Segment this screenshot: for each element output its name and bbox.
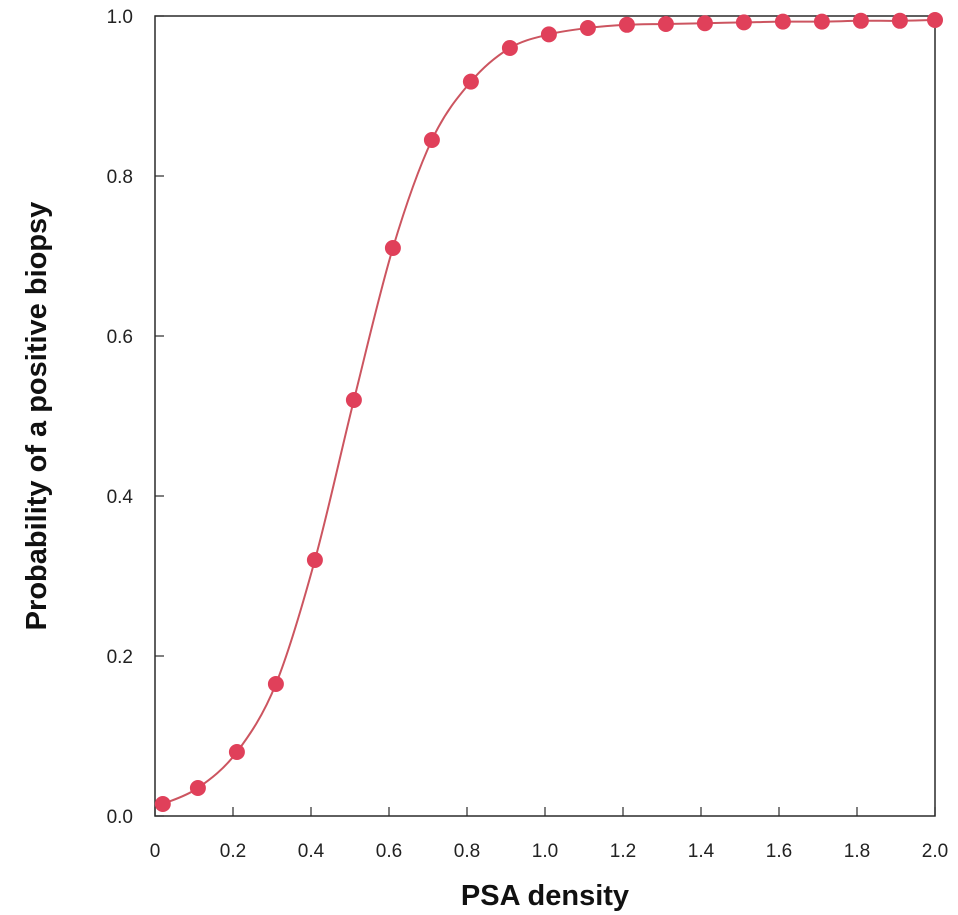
data-point (228, 744, 245, 760)
x-tick-label: 0 (150, 841, 161, 862)
x-tick-label: 0.4 (298, 841, 325, 862)
data-point (813, 13, 830, 30)
x-tick-label: 1.6 (766, 841, 792, 862)
plot-frame (154, 15, 936, 817)
data-point (189, 780, 206, 796)
x-tick-label: 0.2 (220, 841, 246, 862)
x-tick-label: 1.0 (532, 841, 558, 862)
data-point (345, 392, 362, 408)
data-point (774, 13, 791, 30)
data-point (696, 15, 713, 32)
y-tick-label: 0.2 (107, 647, 133, 668)
x-tick-label: 1.4 (688, 841, 715, 862)
x-tick-label: 2.0 (922, 841, 948, 862)
y-tick-label: 1.0 (107, 7, 133, 28)
data-point (154, 796, 171, 812)
data-point (657, 16, 674, 32)
x-axis-ticks: 0 0.2 0.4 0.6 0.8 1.0 1.2 1.4 1.6 1.8 2.0 (150, 807, 948, 862)
data-point (579, 20, 596, 36)
data-point (927, 12, 943, 28)
y-tick-label: 0.4 (107, 487, 134, 508)
data-point (618, 16, 635, 33)
y-axis-title: Probability of a positive biopsy (21, 202, 53, 631)
data-point (501, 40, 518, 56)
data-point (540, 26, 557, 43)
data-point (267, 676, 284, 692)
data-point (306, 552, 323, 568)
y-tick-label: 0.8 (107, 167, 133, 188)
y-axis-ticks: 0.0 0.2 0.4 0.6 0.8 1.0 (107, 7, 164, 828)
x-tick-label: 1.8 (844, 841, 870, 862)
data-point (423, 132, 440, 148)
data-point (462, 73, 479, 90)
data-point (735, 14, 752, 31)
y-tick-label: 0.0 (107, 807, 133, 828)
data-points (154, 12, 943, 812)
x-tick-label: 0.6 (376, 841, 402, 862)
x-axis-title: PSA density (461, 880, 629, 912)
data-point (891, 12, 908, 29)
data-point (384, 240, 401, 256)
data-point (852, 12, 869, 29)
x-tick-label: 1.2 (610, 841, 636, 862)
y-tick-label: 0.6 (107, 327, 133, 348)
x-tick-label: 0.8 (454, 841, 480, 862)
